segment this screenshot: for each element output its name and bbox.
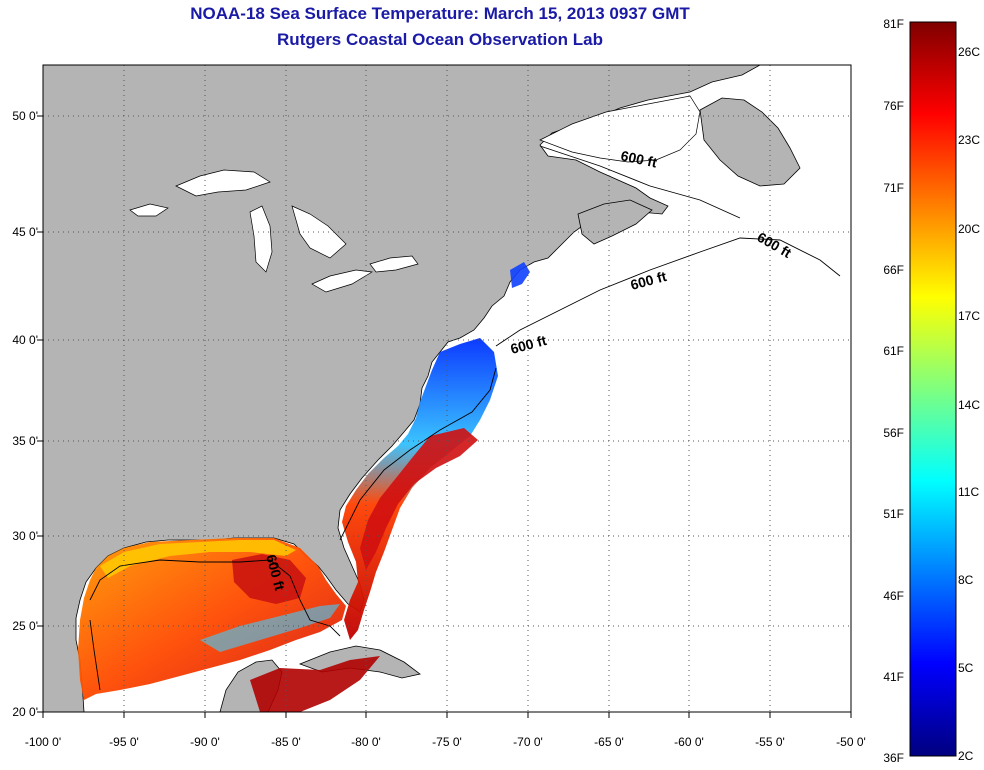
colorbar-f-label: 81F [883, 17, 904, 31]
longitude-tick-label: -80 0' [351, 735, 381, 749]
land-newfoundland [699, 97, 801, 187]
colorbar-c-label: 14C [958, 398, 980, 412]
sst-gulf-yellow-shelf [100, 540, 296, 578]
colorbar-f-label: 51F [883, 507, 904, 521]
latitude-tick-label: 25 0' [12, 619, 38, 633]
longitude-tick-label: -60 0' [674, 735, 704, 749]
colorbar-f-label: 46F [883, 589, 904, 603]
colorbar-celsius-labels: 26C 23C 20C 17C 14C 11C 8C 5C 2C [958, 45, 980, 763]
colorbar-f-label: 41F [883, 670, 904, 684]
latitude-tick-label: 20 0' [12, 705, 38, 719]
gulf-st-lawrence [539, 95, 701, 163]
colorbar-f-label: 76F [883, 99, 904, 113]
colorbar-c-label: 17C [958, 309, 980, 323]
colorbar-fahrenheit-labels: 81F 76F 71F 66F 61F 56F 51F 46F 41F 36F [883, 17, 904, 765]
sst-gulf-of-maine [510, 262, 530, 288]
colorbar-f-label: 71F [883, 181, 904, 195]
colorbar-f-label: 56F [883, 426, 904, 440]
sst-east-coast [342, 338, 498, 640]
colorbar-c-label: 5C [958, 661, 974, 675]
longitude-tick-label: -75 0' [432, 735, 462, 749]
latitude-tick-label: 50 0' [12, 109, 38, 123]
latitude-tick-label: 40 0' [12, 333, 38, 347]
chart-subtitle: Rutgers Coastal Ocean Observation Lab [277, 30, 603, 49]
longitude-tick-label: -50 0' [836, 735, 866, 749]
longitude-tick-label: -100 0' [25, 735, 61, 749]
longitude-tick-label: -65 0' [594, 735, 624, 749]
sst-gulf-cool-band [200, 604, 340, 652]
colorbar-c-label: 2C [958, 749, 974, 763]
longitude-tick-label: -55 0' [755, 735, 785, 749]
colorbar-f-label: 61F [883, 344, 904, 358]
longitude-tick-label: -95 0' [109, 735, 139, 749]
longitude-tick-label: -85 0' [271, 735, 301, 749]
isobath-600ft [89, 145, 841, 691]
colorbar-c-label: 11C [958, 485, 979, 499]
isobath-label: 600 ft [619, 147, 658, 170]
colorbar-f-label: 36F [883, 751, 904, 765]
latitude-tick-label: 30 0' [12, 529, 38, 543]
colorbar-c-label: 23C [958, 133, 980, 147]
sst-caribbean [250, 656, 380, 712]
latitude-tick-label: 35 0' [12, 434, 38, 448]
sst-gulf-stream [360, 428, 478, 570]
land-nova-scotia [577, 199, 653, 245]
longitude-tick-label: -70 0' [513, 735, 543, 749]
colorbar-scale [909, 21, 957, 757]
colorbar-c-label: 20C [958, 222, 980, 236]
sst-gulf-warm-core [232, 554, 306, 604]
latitude-tick-label: 45 0' [12, 225, 38, 239]
colorbar-f-label: 66F [883, 263, 904, 277]
colorbar-c-label: 8C [958, 573, 974, 587]
chart-title: NOAA-18 Sea Surface Temperature: March 1… [190, 4, 690, 23]
longitude-tick-labels: -100 0' -95 0' -90 0' -85 0' -80 0' -75 0' -70… [25, 712, 866, 749]
latitude-tick-labels: 50 0' 45 0' 40 0' 35 0' 30 0' 25 0' 20 0' [12, 109, 43, 719]
longitude-tick-label: -90 0' [190, 735, 220, 749]
colorbar-c-label: 26C [958, 45, 980, 59]
